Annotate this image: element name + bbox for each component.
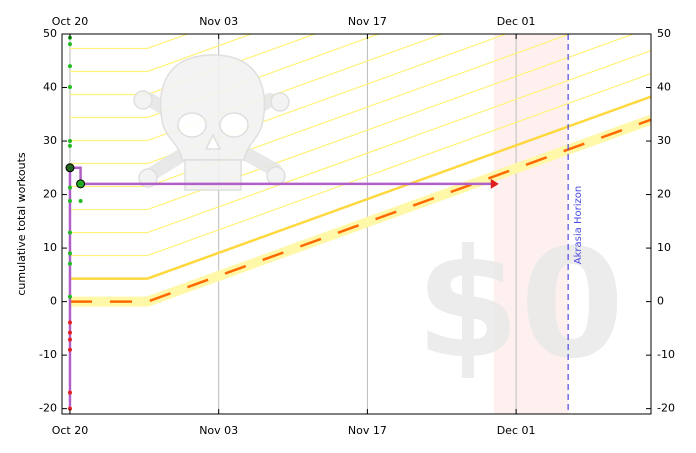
guide-line: [69, 34, 635, 211]
datapoint: [67, 143, 72, 148]
guide-line: [69, 34, 253, 73]
datapoint: [67, 139, 72, 144]
y2-tick-label: 50: [657, 27, 671, 40]
y-tick-label: -10: [39, 348, 57, 361]
watermark: $0: [416, 218, 625, 392]
y2-tick-label: 10: [657, 241, 671, 254]
datapoint: [67, 84, 72, 89]
datapoint: [76, 179, 86, 189]
pink-region: [493, 34, 569, 414]
guide-line: [69, 34, 444, 142]
y-tick-label: 50: [43, 27, 57, 40]
datapoint: [67, 294, 72, 299]
datapoint: [67, 230, 72, 235]
datapoint: [67, 251, 72, 256]
plot-frame: [61, 33, 652, 415]
y-tick-label: 10: [43, 241, 57, 254]
y2-tick-label: 0: [657, 295, 664, 308]
y-axis-label: cumulative total workouts: [15, 152, 28, 296]
guide-line: [69, 73, 651, 257]
datapoint: [67, 406, 72, 411]
y2-tick-label: -20: [657, 402, 675, 415]
x-tick-label: Nov 17: [348, 424, 387, 437]
guide-line: [69, 50, 651, 234]
guide-line: [69, 34, 190, 50]
road-band: [69, 114, 651, 307]
y-tick-label: 30: [43, 134, 57, 147]
plot-layer: $0: [69, 34, 651, 414]
y-tick-label: 0: [50, 295, 57, 308]
datapoint: [78, 198, 83, 203]
x-tick-label: Oct 20: [52, 424, 89, 437]
x-tick-label: Nov 03: [199, 15, 238, 28]
y2-tick-label: 20: [657, 188, 671, 201]
y-tick-label: 20: [43, 188, 57, 201]
y2-tick-label: 30: [657, 134, 671, 147]
datapoint: [67, 198, 72, 203]
data-layer: Akrasia Horizon: [65, 34, 584, 414]
y-tick-label: -20: [39, 402, 57, 415]
datapoint: [67, 320, 72, 325]
y-tick-label: 40: [43, 81, 57, 94]
y2-tick-label: -10: [657, 348, 675, 361]
datapoint: [67, 330, 72, 335]
lane-line: [69, 95, 651, 280]
horizon-label: Akrasia Horizon: [573, 186, 584, 264]
progress-line: [68, 166, 494, 409]
progress-arrow: [490, 178, 499, 189]
guide-line: [69, 34, 381, 119]
datapoint: [67, 185, 72, 190]
x-tick-label: Dec 01: [497, 15, 536, 28]
x-tick-label: Nov 17: [348, 15, 387, 28]
skull: [133, 54, 290, 191]
datapoint: [67, 347, 72, 352]
x-tick-label: Oct 20: [52, 15, 89, 28]
x-tick-label: Nov 03: [199, 424, 238, 437]
datapoint: [67, 261, 72, 266]
x-tick-label: Dec 01: [497, 424, 536, 437]
guide-line: [69, 34, 508, 165]
datapoint: [67, 337, 72, 342]
datapoint: [67, 390, 72, 395]
datapoint: [65, 163, 75, 173]
datapoint: [67, 42, 72, 47]
y2-tick-label: 40: [657, 81, 671, 94]
datapoint: [67, 64, 72, 69]
